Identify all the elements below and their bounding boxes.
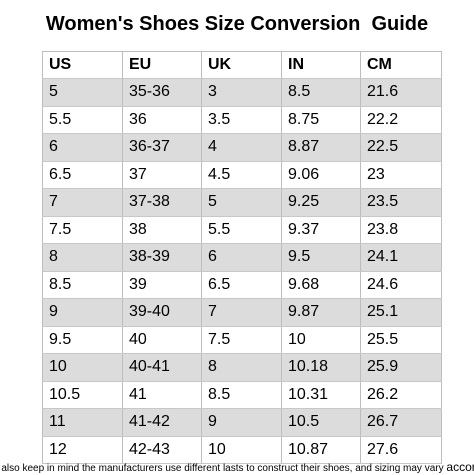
cell-uk: 5.5: [201, 216, 282, 244]
cell-cm: 23.5: [360, 188, 442, 217]
cell-cm: 24.6: [360, 271, 442, 299]
cell-cm: 23: [360, 161, 442, 189]
table-row: 7.5 38 5.5 9.37 23.8: [42, 216, 442, 244]
cell-us: 5: [42, 78, 123, 107]
cell-uk: 9: [201, 408, 282, 437]
table-row: 7 37-38 5 9.25 23.5: [42, 188, 442, 217]
cell-us: 8.5: [42, 271, 123, 299]
cell-in: 8.87: [281, 133, 361, 162]
cell-eu: 37-38: [122, 188, 202, 217]
cell-eu: 38-39: [122, 243, 202, 272]
cell-in: 9.06: [281, 161, 361, 189]
cell-cm: 26.7: [360, 408, 442, 437]
cell-us: 11: [42, 408, 123, 437]
cell-cm: 25.5: [360, 326, 442, 354]
cell-eu: 35-36: [122, 78, 202, 107]
table-row: 6.5 37 4.5 9.06 23: [42, 161, 442, 189]
cell-in: 8.75: [281, 106, 361, 134]
table-row: 8 38-39 6 9.5 24.1: [42, 243, 442, 272]
cell-eu: 39-40: [122, 298, 202, 327]
footer-note: se also keep in mind the manufacturers u…: [0, 461, 474, 475]
cell-us: 10: [42, 353, 123, 382]
cell-uk: 6: [201, 243, 282, 272]
cell-eu: 42-43: [122, 436, 202, 464]
table-row: 9 39-40 7 9.87 25.1: [42, 298, 442, 327]
cell-us: 7: [42, 188, 123, 217]
cell-uk: 8.5: [201, 381, 282, 409]
cell-cm: 21.6: [360, 78, 442, 107]
cell-cm: 26.2: [360, 381, 442, 409]
cell-us: 9.5: [42, 326, 123, 354]
cell-uk: 3.5: [201, 106, 282, 134]
cell-eu: 41: [122, 381, 202, 409]
page-title: Women's Shoes Size Conversion Guide: [45, 13, 429, 35]
cell-in: 10.5: [281, 408, 361, 437]
cell-in: 10.87: [281, 436, 361, 464]
cell-us: 6.5: [42, 161, 123, 189]
cell-us: 10.5: [42, 381, 123, 409]
cell-in: 9.5: [281, 243, 361, 272]
cell-cm: 27.6: [360, 436, 442, 464]
cell-uk: 10: [201, 436, 282, 464]
cell-in: 10: [281, 326, 361, 354]
cell-eu: 36: [122, 106, 202, 134]
cell-us: 9: [42, 298, 123, 327]
cell-cm: 25.1: [360, 298, 442, 327]
table-row: 8.5 39 6.5 9.68 24.6: [42, 271, 442, 299]
cell-uk: 3: [201, 78, 282, 107]
cell-uk: 5: [201, 188, 282, 217]
cell-in: 10.18: [281, 353, 361, 382]
footer-note-text: se also keep in mind the manufacturers u…: [0, 463, 444, 474]
table-row: 11 41-42 9 10.5 26.7: [42, 408, 442, 437]
cell-eu: 40: [122, 326, 202, 354]
cell-uk: 7.5: [201, 326, 282, 354]
table-row: 6 36-37 4 8.87 22.5: [42, 133, 442, 162]
cell-in: 10.31: [281, 381, 361, 409]
cell-uk: 4.5: [201, 161, 282, 189]
cell-cm: 24.1: [360, 243, 442, 272]
table-row: 10 40-41 8 10.18 25.9: [42, 353, 442, 382]
cell-us: 12: [42, 436, 123, 464]
table-row: 9.5 40 7.5 10 25.5: [42, 326, 442, 354]
cell-us: 7.5: [42, 216, 123, 244]
header-uk: UK: [201, 51, 282, 79]
cell-us: 5.5: [42, 106, 123, 134]
table-row: 5.5 36 3.5 8.75 22.2: [42, 106, 442, 134]
cell-uk: 8: [201, 353, 282, 382]
table-row: 10.5 41 8.5 10.31 26.2: [42, 381, 442, 409]
cell-eu: 41-42: [122, 408, 202, 437]
table-row: 5 35-36 3 8.5 21.6: [42, 78, 442, 107]
cell-in: 9.87: [281, 298, 361, 327]
size-conversion-table: US EU UK IN CM 5 35-36 3 8.5 21.6 5.5 36 3.5 8.7…: [42, 51, 442, 464]
table-row: 12 42-43 10 10.87 27.6: [42, 436, 442, 464]
header-cm: CM: [360, 51, 442, 79]
cell-eu: 37: [122, 161, 202, 189]
cell-in: 9.37: [281, 216, 361, 244]
cell-eu: 39: [122, 271, 202, 299]
cell-in: 9.68: [281, 271, 361, 299]
cell-uk: 7: [201, 298, 282, 327]
cell-cm: 25.9: [360, 353, 442, 382]
cell-in: 9.25: [281, 188, 361, 217]
cell-cm: 23.8: [360, 216, 442, 244]
cell-cm: 22.5: [360, 133, 442, 162]
cell-eu: 40-41: [122, 353, 202, 382]
table-body: 5 35-36 3 8.5 21.6 5.5 36 3.5 8.75 22.2 6 36-37 4 8.8…: [42, 78, 442, 464]
table-header-row: US EU UK IN CM: [42, 51, 442, 79]
cell-uk: 4: [201, 133, 282, 162]
cell-uk: 6.5: [201, 271, 282, 299]
header-eu: EU: [122, 51, 202, 79]
header-us: US: [42, 51, 123, 79]
cell-in: 8.5: [281, 78, 361, 107]
cell-cm: 22.2: [360, 106, 442, 134]
header-in: IN: [281, 51, 361, 79]
footer-note-tail: accordi: [446, 461, 474, 474]
cell-eu: 36-37: [122, 133, 202, 162]
cell-eu: 38: [122, 216, 202, 244]
cell-us: 6: [42, 133, 123, 162]
cell-us: 8: [42, 243, 123, 272]
